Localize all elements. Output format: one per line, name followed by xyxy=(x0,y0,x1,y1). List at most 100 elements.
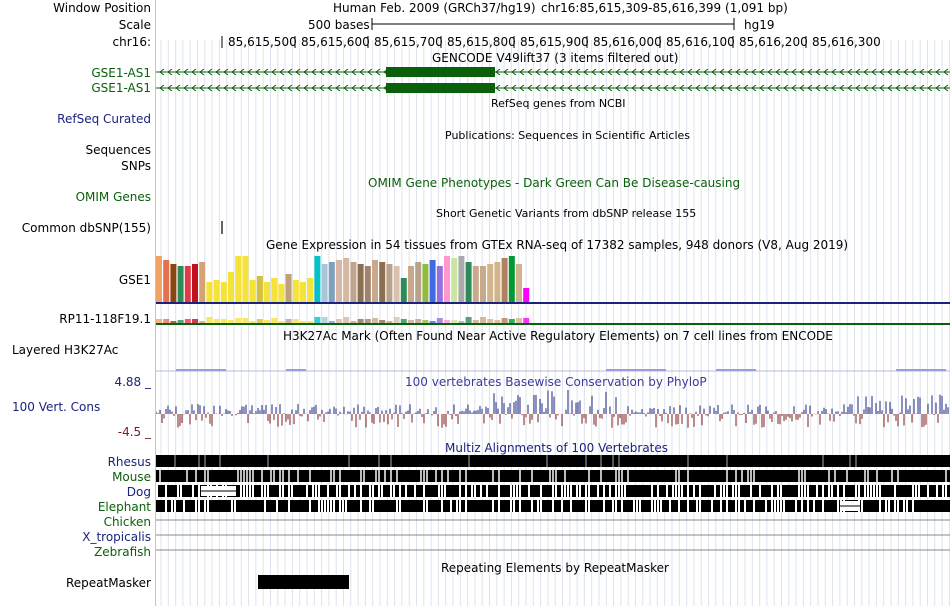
gtex-bar xyxy=(415,262,422,302)
multiz-title: Multiz Alignments of 100 Vertebrates xyxy=(445,441,669,455)
xtropicalis-label[interactable]: X_tropicalis xyxy=(82,530,151,544)
strand-arrow xyxy=(335,68,341,76)
gtex-bar xyxy=(422,264,429,302)
strand-arrow xyxy=(599,84,605,92)
alignment-gap xyxy=(498,470,500,482)
alignment-gap xyxy=(276,500,278,512)
alignment-gap xyxy=(519,485,521,497)
strand-arrow xyxy=(255,84,261,92)
mouse-label[interactable]: Mouse xyxy=(112,470,151,484)
gtex-bar xyxy=(249,280,256,302)
gtex-bar-small xyxy=(170,321,177,323)
gtex-bar xyxy=(350,262,357,302)
rhesus-label[interactable]: Rhesus xyxy=(107,455,151,469)
alignment-gap xyxy=(771,500,773,512)
alignment-gap xyxy=(903,500,905,512)
chicken-label[interactable]: Chicken xyxy=(103,515,151,529)
alignment-gap xyxy=(249,485,251,497)
alignment-gap xyxy=(204,470,206,482)
alignment-gap xyxy=(774,500,776,512)
layered-h3k27ac-label[interactable]: Layered H3K27Ac xyxy=(12,343,119,357)
strand-arrow xyxy=(543,68,549,76)
snps-label[interactable]: SNPs xyxy=(121,159,151,173)
alignment-gap xyxy=(780,500,782,512)
alignment-gap xyxy=(654,500,656,512)
strand-arrow xyxy=(743,84,749,92)
dog-label[interactable]: Dog xyxy=(126,485,151,499)
gencode-label-2[interactable]: GSE1-AS1 xyxy=(91,81,151,95)
alignment-gap xyxy=(339,500,341,512)
gtex-bar xyxy=(328,262,335,302)
strand-arrow xyxy=(679,84,685,92)
strand-arrow xyxy=(847,84,853,92)
alignment-gap xyxy=(765,500,767,512)
zebrafish-label[interactable]: Zebrafish xyxy=(94,545,151,559)
rp11-label[interactable]: RP11-118F19.1 xyxy=(59,312,151,326)
strand-arrow xyxy=(239,68,245,76)
alignment-gap xyxy=(732,485,734,497)
alignment-gap xyxy=(726,470,728,482)
gtex-bar-small xyxy=(501,318,508,323)
scale-text: 500 bases xyxy=(308,18,370,32)
alignment-gap xyxy=(459,500,461,512)
alignment-gap xyxy=(864,470,866,482)
alignment-gap xyxy=(249,470,251,482)
gencode-title: GENCODE V49lift37 (3 items filtered out) xyxy=(432,51,679,65)
alignment-gap xyxy=(612,500,614,512)
strand-arrow xyxy=(847,68,853,76)
alignment-gap xyxy=(339,485,341,497)
strand-arrow xyxy=(855,84,861,92)
dbsnp-label[interactable]: Common dbSNP(155) xyxy=(21,221,151,235)
alignment-gap xyxy=(231,500,233,512)
strand-arrow xyxy=(919,68,925,76)
alignment-gap xyxy=(426,500,428,512)
alignment-gap xyxy=(171,500,173,512)
alignment-gap xyxy=(723,485,725,497)
gtex-bar-small xyxy=(343,317,350,323)
repeatmasker-label[interactable]: RepeatMasker xyxy=(65,576,151,590)
strand-arrow xyxy=(647,68,653,76)
alignment-gap xyxy=(456,500,458,512)
ruler-tick-label: 85,615,800 xyxy=(447,35,516,49)
alignment-gap xyxy=(633,500,635,512)
strand-arrow xyxy=(303,68,309,76)
strand-arrow xyxy=(255,68,261,76)
strand-arrow xyxy=(895,68,901,76)
strand-arrow xyxy=(919,84,925,92)
gencode-label-1[interactable]: GSE1-AS1 xyxy=(91,66,151,80)
alignment-gap xyxy=(801,470,803,482)
alignment-gap xyxy=(273,470,275,482)
alignment-gap xyxy=(420,470,422,482)
alignment-gap xyxy=(498,500,500,512)
strand-arrow xyxy=(247,84,253,92)
elephant-label[interactable]: Elephant xyxy=(97,500,151,514)
strand-arrow xyxy=(695,84,701,92)
alignment-gap xyxy=(339,470,341,482)
strand-arrow xyxy=(567,68,573,76)
strand-arrow xyxy=(239,84,245,92)
gse1-label[interactable]: GSE1 xyxy=(118,273,151,287)
vert-cons-label[interactable]: 100 Vert. Cons xyxy=(12,400,101,414)
repeat-element xyxy=(258,575,349,589)
alignment-gap xyxy=(354,485,356,497)
alignment-gap xyxy=(906,500,908,512)
sequences-label[interactable]: Sequences xyxy=(85,143,151,157)
strand-arrow xyxy=(871,84,877,92)
strand-arrow xyxy=(247,68,253,76)
strand-arrow xyxy=(935,68,941,76)
omim-genes-label[interactable]: OMIM Genes xyxy=(75,190,151,204)
track-image-area[interactable]: Human Feb. 2009 (GRCh37/hg19) chr16:85,6… xyxy=(156,0,950,606)
strand-arrow xyxy=(175,68,181,76)
alignment-gap xyxy=(912,500,914,512)
alignment-gap xyxy=(753,470,755,482)
alignment-gap xyxy=(378,485,380,497)
refseq-curated-label[interactable]: RefSeq Curated xyxy=(57,112,151,126)
gtex-bar xyxy=(444,256,450,302)
strand-arrow xyxy=(751,84,757,92)
alignment-gap xyxy=(516,485,518,497)
strand-arrow xyxy=(263,84,269,92)
gtex-bar xyxy=(184,266,191,302)
gtex-bar-small xyxy=(458,321,465,323)
strand-arrow xyxy=(815,84,821,92)
alignment-gap xyxy=(720,500,722,512)
